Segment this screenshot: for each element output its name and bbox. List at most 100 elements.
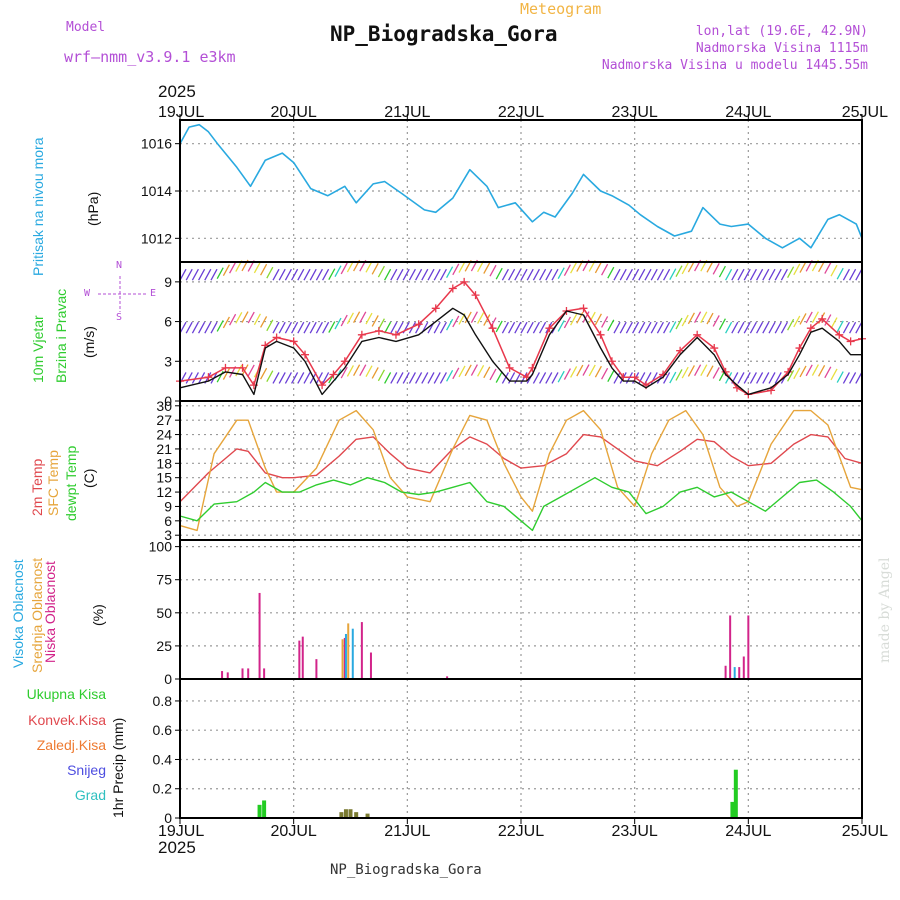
x-tick-label-top: 19JUL [158,104,204,121]
cloud-bar-niska [226,672,229,679]
wind-barb [514,321,522,334]
wind-barb [229,261,237,274]
wind-gust-marker [676,346,685,355]
cloud-bar-niska [343,637,346,679]
temp-2m-line [179,433,863,503]
wind-barb [619,321,627,334]
wind-barb [297,268,305,281]
wind-barb [656,321,664,334]
meteogram-heading: Meteogram [520,0,602,18]
wind-barb [681,262,689,275]
wind-barb [433,321,441,334]
cloud-bar-niska [369,652,372,679]
wind-barb [458,365,466,378]
wind-barb [669,268,677,281]
wind-barb [247,364,255,377]
wind-barb [743,372,751,384]
wind-barb [222,368,230,380]
wind-barb [452,367,460,380]
wind-barb [625,321,633,334]
y-tick-label: 75 [156,572,172,588]
wind-barb [613,321,621,334]
compass-w: W [84,288,91,299]
precip-bar [348,809,353,818]
cloud-bar-visoka [351,628,354,679]
wind-gust-marker [221,363,230,372]
wind-barb [725,268,733,281]
wind-barb [322,268,330,281]
wind-barb [780,321,788,334]
year-top: 2025 [158,82,196,101]
wind-barb [650,321,658,334]
wind-barb [706,365,714,378]
wind-barb [291,321,299,334]
wind-barb [396,372,404,384]
wind-barb [371,315,379,327]
wind-barb [483,366,491,379]
wind-barb [582,311,590,323]
wind-barb [501,268,509,281]
cloud-bar-niska [724,665,727,679]
wind-speed-line [179,307,862,396]
y-tick-label: 21 [156,441,172,457]
wind-gust-marker [414,320,423,329]
temp-sfc-line [179,409,863,532]
wind-barb [539,268,547,281]
x-tick-label-top: 21JUL [384,104,430,121]
wind-barb [508,372,516,384]
wind-barb [520,268,528,281]
wind-barb [346,312,354,325]
wind-barb [458,261,466,273]
footer-station: NP_Biogradska_Gora [330,862,482,878]
wind-barb [402,372,410,384]
x-tick-label-bottom: 24JUL [725,823,771,840]
wind-barb [328,268,336,281]
wind-barb [737,321,745,334]
wind-barb [737,268,745,281]
wind-barb [607,370,615,383]
panel-frame [179,678,863,819]
wind-barb [284,268,292,281]
wind-barb [700,364,708,377]
wind-barb [799,261,807,273]
wind-gust-marker [204,373,213,382]
wind-barb [805,364,813,377]
wind-gust-marker [238,363,247,372]
wind-barb [762,321,770,334]
wind-barb [216,267,224,279]
wind-barb [309,268,317,281]
cloud-bar-niska [315,659,318,679]
wind-barb [731,268,739,281]
wind-barb [768,268,776,281]
wind-gust-marker [357,330,366,339]
model-label: Model [66,20,106,35]
wind-barb [495,371,503,383]
wind-gust-marker [329,370,338,379]
cloud-bar-niska [298,640,301,679]
precip-bar [365,813,370,818]
wind-barb [309,321,317,334]
pressure-line [179,123,863,249]
wind-barb [247,311,255,324]
wind-barb [359,364,367,377]
y-tick-label: 9 [164,498,172,514]
y-tick-label: 15 [156,470,172,486]
wind-barb [570,366,578,378]
wind-barb [582,364,590,376]
wind-barb [384,321,392,334]
wind-barb [377,265,385,278]
wind-barb [483,262,491,274]
y-tick-label: 0.2 [153,781,173,797]
wind-barb [613,372,621,384]
wind-barb [284,372,292,384]
wind-barb [799,313,807,325]
wind-barb [557,267,565,279]
wind-barb [253,261,261,274]
wind-barb [557,320,565,332]
wind-barb [198,321,206,334]
wind-barb [768,372,776,384]
y-tick-label: 0 [164,393,172,409]
wind-barb [824,262,832,274]
wind-barb [749,321,757,334]
wind-barb [774,321,782,334]
